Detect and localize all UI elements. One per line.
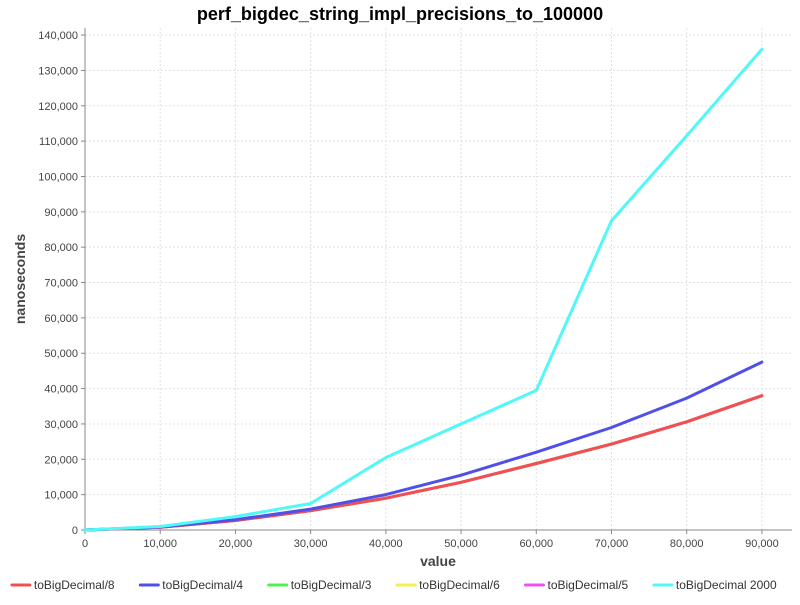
x-tick-label: 10,000 — [143, 538, 177, 550]
x-tick-label: 70,000 — [595, 538, 629, 550]
y-tick-label: 40,000 — [44, 384, 78, 396]
legend-label: toBigDecimal/6 — [419, 578, 500, 592]
x-tick-label: 30,000 — [294, 538, 328, 550]
y-tick-label: 110,000 — [39, 136, 78, 148]
y-tick-label: 70,000 — [44, 278, 78, 290]
legend-label: toBigDecimal/3 — [291, 578, 372, 592]
y-tick-label: 80,000 — [44, 242, 78, 254]
x-tick-label: 0 — [82, 538, 88, 550]
axes — [81, 28, 792, 534]
legend-label: toBigDecimal/4 — [162, 578, 243, 592]
x-tick-label: 20,000 — [219, 538, 253, 550]
y-tick-label: 130,000 — [38, 65, 78, 77]
legend-label: toBigDecimal/8 — [34, 578, 115, 592]
tick-labels: 0 10,000 20,000 30,000 40,000 50,000 60,000 70,… — [38, 30, 779, 550]
grid-lines — [85, 28, 792, 530]
series-lines — [83, 47, 764, 532]
series-line-tobigdecimal-4 — [83, 360, 764, 532]
x-tick-label: 60,000 — [519, 538, 553, 550]
y-tick-label: 20,000 — [44, 454, 78, 466]
y-tick-label: 0 — [72, 525, 78, 537]
y-axis-label: nanoseconds — [12, 234, 28, 324]
series-line-tobigdecimal-2000 — [83, 47, 764, 532]
y-tick-label: 10,000 — [44, 490, 78, 502]
x-axis-label: value — [420, 553, 456, 569]
x-tick-label: 50,000 — [444, 538, 478, 550]
y-tick-label: 30,000 — [44, 419, 78, 431]
legend-label: toBigDecimal 2000 — [676, 578, 777, 592]
x-tick-label: 90,000 — [745, 538, 779, 550]
y-tick-label: 50,000 — [44, 348, 78, 360]
legend: toBigDecimal/8 toBigDecimal/4 toBigDecimal… — [10, 578, 777, 592]
y-tick-label: 120,000 — [38, 101, 78, 113]
y-tick-label: 90,000 — [44, 207, 78, 219]
x-tick-label: 80,000 — [670, 538, 704, 550]
y-tick-label: 60,000 — [44, 313, 78, 325]
chart-title: perf_bigdec_string_impl_precisions_to_10… — [197, 4, 603, 24]
legend-label: toBigDecimal/5 — [548, 578, 629, 592]
x-tick-label: 40,000 — [369, 538, 403, 550]
y-tick-label: 140,000 — [38, 30, 78, 42]
y-tick-label: 100,000 — [38, 171, 78, 183]
